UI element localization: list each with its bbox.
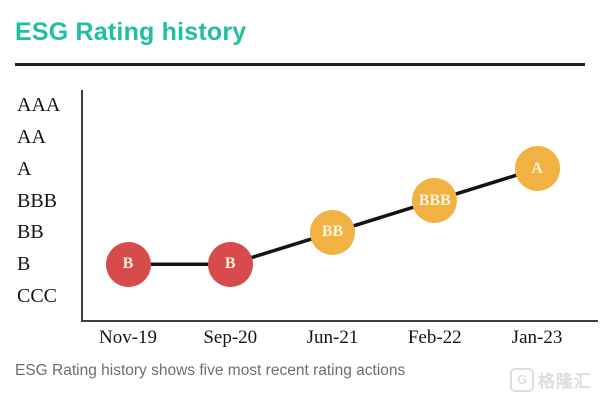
y-axis-label-bb: BB <box>17 221 44 244</box>
y-axis-line <box>81 90 83 321</box>
page-title: ESG Rating history <box>15 18 247 46</box>
watermark-brand-text: 格隆汇 <box>538 372 592 391</box>
y-axis-label-ccc: CCC <box>17 285 58 307</box>
y-axis-label-aa: AA <box>17 126 46 148</box>
rating-point-feb-22: BBB <box>412 178 458 224</box>
y-axis-label-aaa: AAA <box>17 94 61 117</box>
rating-point-jan-23: A <box>514 146 560 192</box>
x-axis-label-jun-21: Jun-21 <box>306 327 359 348</box>
y-axis-label-a: A <box>17 157 32 180</box>
x-axis-line <box>81 320 598 322</box>
rating-point-jun-21: BB <box>310 209 355 255</box>
x-axis-label-feb-22: Feb-22 <box>407 327 462 348</box>
title-divider <box>15 63 585 66</box>
rating-point-sep-20: B <box>207 241 253 287</box>
x-axis-label-nov-19: Nov-19 <box>98 327 158 348</box>
rating-point-nov-19: B <box>105 241 151 287</box>
gelonghui-watermark: G 格隆汇 <box>510 367 592 392</box>
x-axis-label-jan-23: Jan-23 <box>511 327 563 348</box>
y-axis-label-b: B <box>17 253 31 276</box>
gelonghui-logo-icon: G <box>510 367 534 392</box>
y-axis-label-bbb: BBB <box>17 189 58 212</box>
x-axis-label-sep-20: Sep-20 <box>203 327 258 348</box>
chart-caption: ESG Rating history shows five most recen… <box>15 362 406 379</box>
